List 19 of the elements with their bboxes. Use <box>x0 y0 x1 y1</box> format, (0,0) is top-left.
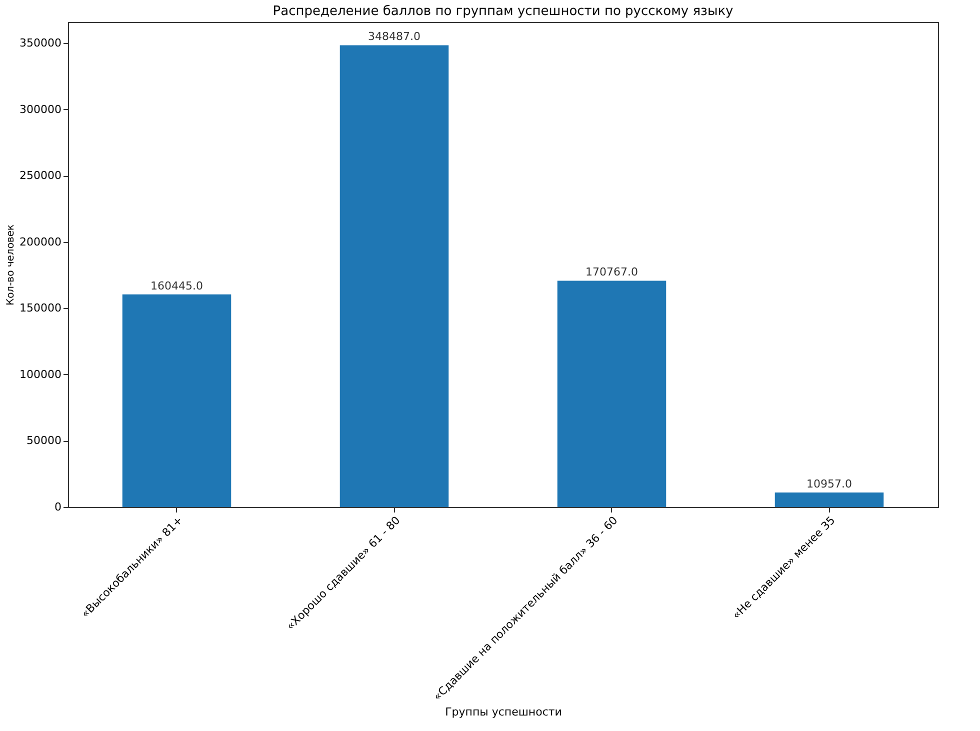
y-tick-label: 350000 <box>20 36 62 50</box>
bar <box>557 280 666 507</box>
data-label: 348487.0 <box>368 30 420 44</box>
data-label: 10957.0 <box>806 477 852 490</box>
y-tick-label: 250000 <box>20 169 62 182</box>
chart-title: Распределение баллов по группам успешности по русскому языку <box>272 4 734 19</box>
y-tick-label: 0 <box>54 500 62 514</box>
y-tick-label: 300000 <box>20 102 62 116</box>
y-tick-label: 100000 <box>20 368 62 381</box>
bar <box>340 45 449 507</box>
data-label: 170767.0 <box>586 266 638 279</box>
bar <box>122 294 232 507</box>
x-axis-title: Группы успешности <box>445 706 562 718</box>
data-label: 160445.0 <box>150 279 203 292</box>
y-tick-label: 50000 <box>26 434 62 448</box>
y-tick-label: 150000 <box>20 302 62 315</box>
y-tick-label: 200000 <box>20 235 62 248</box>
y-axis-title: Кол-во человек <box>6 224 17 306</box>
bar <box>774 492 884 507</box>
